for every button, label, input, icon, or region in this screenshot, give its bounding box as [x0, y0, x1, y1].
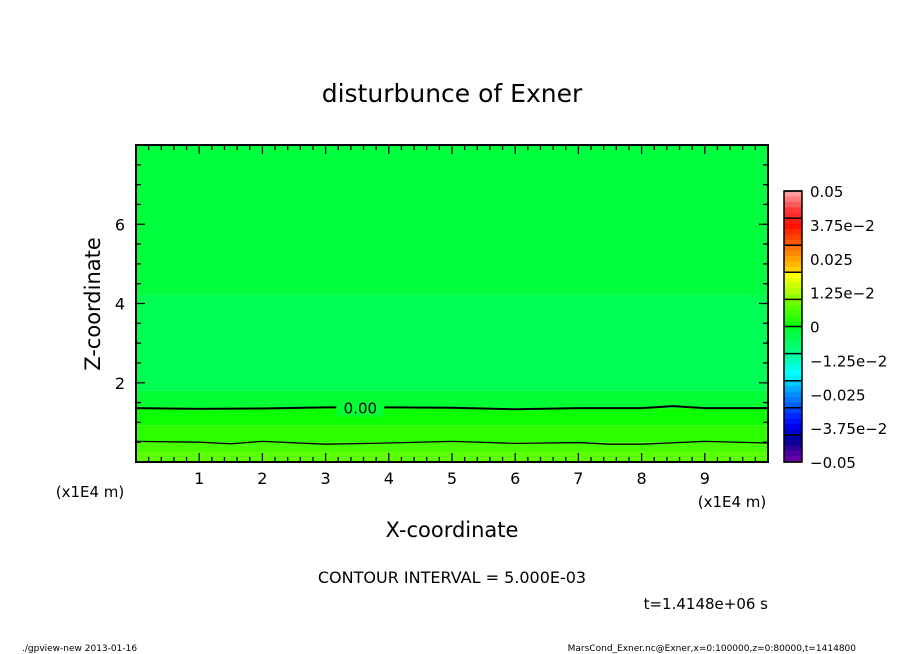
colorbar-cell [784, 391, 802, 398]
colorbar-cell [784, 326, 802, 333]
colorbar-cell [784, 386, 802, 392]
colorbar-cell [784, 440, 802, 447]
y-axis-label: Z-coordinate [81, 237, 105, 371]
colorbar-cell [784, 364, 802, 371]
fill-band [136, 442, 768, 453]
colorbar-cell [784, 207, 802, 213]
colorbar-cell [784, 272, 802, 279]
colorbar-cell [784, 196, 802, 203]
x-tick-label: 4 [384, 469, 394, 488]
x-tick-label: 5 [447, 469, 457, 488]
colorbar-cell [784, 304, 802, 311]
colorbar-label: 0.05 [810, 183, 843, 201]
colorbar-labels: 0.05 3.75e−2 0.025 1.25e−2 0 −1.25e−2 −0.025 −3… [810, 183, 887, 472]
colorbar-cell [784, 418, 802, 425]
colorbar-cell [784, 402, 802, 409]
colorbar-cell [784, 223, 802, 230]
colorbar-label: −3.75e−2 [810, 420, 887, 438]
colorbar [783, 190, 803, 463]
fill-band [136, 425, 768, 443]
colorbar-cell [784, 256, 802, 262]
colorbar-cell [784, 310, 802, 316]
x-tick-label: 6 [510, 469, 520, 488]
colorbar-label: 0 [810, 319, 820, 337]
colorbar-cell [784, 277, 802, 284]
colorbar-label: 0.025 [810, 251, 853, 269]
colorbar-frame [783, 190, 803, 463]
x-tick-label: 7 [573, 469, 583, 488]
footer-left: ./gpview-new 2013-01-16 [22, 644, 137, 654]
colorbar-cell [784, 359, 802, 365]
colorbar-label: −1.25e−2 [810, 352, 887, 370]
colorbar-cell [784, 331, 802, 338]
colorbar-cell [784, 321, 802, 327]
y-tick-label: 6 [115, 215, 125, 234]
colorbar-label: 3.75e−2 [810, 217, 875, 235]
fill-band [136, 408, 768, 426]
colorbar-cell [784, 293, 802, 300]
x-tick-label: 1 [194, 469, 204, 488]
colorbar-cell [784, 228, 802, 235]
y-tick-label: 2 [115, 374, 125, 393]
colorbar-cell [784, 212, 802, 219]
colorbar-cell [784, 375, 802, 381]
contour-line [135, 405, 768, 411]
colorbar-cell [784, 234, 802, 241]
colorbar-cell [784, 245, 802, 251]
colorbar-cell [784, 288, 802, 295]
footer-right: MarsCond_Exner.nc@Exner,x=0:100000,z=0:8… [568, 644, 857, 654]
colorbar-cell [784, 451, 802, 457]
x-tick-label: 8 [637, 469, 647, 488]
contour-interval-text: CONTOUR INTERVAL = 5.000E-03 [318, 568, 586, 587]
fill-band [136, 295, 768, 391]
colorbar-cell [784, 191, 802, 197]
contour-label: 0.00 [344, 400, 377, 418]
axis-ticks [135, 144, 769, 463]
colorbar-cell [784, 424, 802, 430]
colorbar-cell [784, 396, 802, 403]
colorbar-label: 1.25e−2 [810, 285, 875, 303]
x-tick-label: 3 [321, 469, 331, 488]
colorbar-cell [784, 239, 802, 246]
contour-lines: 0.00 [135, 398, 769, 445]
colorbar-cell [784, 250, 802, 257]
contour-label-background [336, 398, 385, 417]
colorbar-cell [784, 369, 802, 376]
colorbar-cell [784, 445, 802, 452]
colorbar-cell [784, 413, 802, 419]
x-unit-label-left: (x1E4 m) [56, 483, 125, 501]
x-tick-label: 2 [257, 469, 267, 488]
colorbar-cell [784, 456, 802, 463]
colorbar-cell [784, 266, 802, 273]
colorbar-cell [784, 283, 802, 289]
fill-bands [136, 145, 768, 462]
colorbar-label: −0.025 [810, 386, 866, 404]
colorbar-cell [784, 337, 802, 344]
colorbar-cell [784, 348, 802, 354]
y-tick-labels: 2 4 6 [115, 215, 125, 393]
colorbar-cell [784, 380, 802, 387]
colorbar-cell [784, 429, 802, 436]
time-text: t=1.4148e+06 s [644, 595, 769, 613]
colorbar-cell [784, 218, 802, 224]
fill-band [136, 390, 768, 409]
x-tick-labels: 1 2 3 4 5 6 7 8 9 [194, 469, 710, 488]
colorbar-cell [784, 434, 802, 441]
x-axis-label: X-coordinate [386, 518, 519, 542]
fill-band [136, 145, 768, 296]
colorbar-cell [784, 342, 802, 349]
colorbar-cell [784, 201, 802, 208]
contour-line [135, 440, 769, 445]
colorbar-cell [784, 261, 802, 268]
colorbar-label: −0.05 [810, 454, 856, 472]
colorbar-cell [784, 315, 802, 322]
x-unit-label-right: (x1E4 m) [698, 493, 767, 511]
colorbar-cell [784, 299, 802, 306]
colorbar-cell [784, 353, 802, 360]
x-tick-label: 9 [700, 469, 710, 488]
y-tick-label: 4 [115, 295, 125, 314]
chart-title: disturbunce of Exner [322, 79, 583, 108]
colorbar-cell [784, 407, 802, 414]
